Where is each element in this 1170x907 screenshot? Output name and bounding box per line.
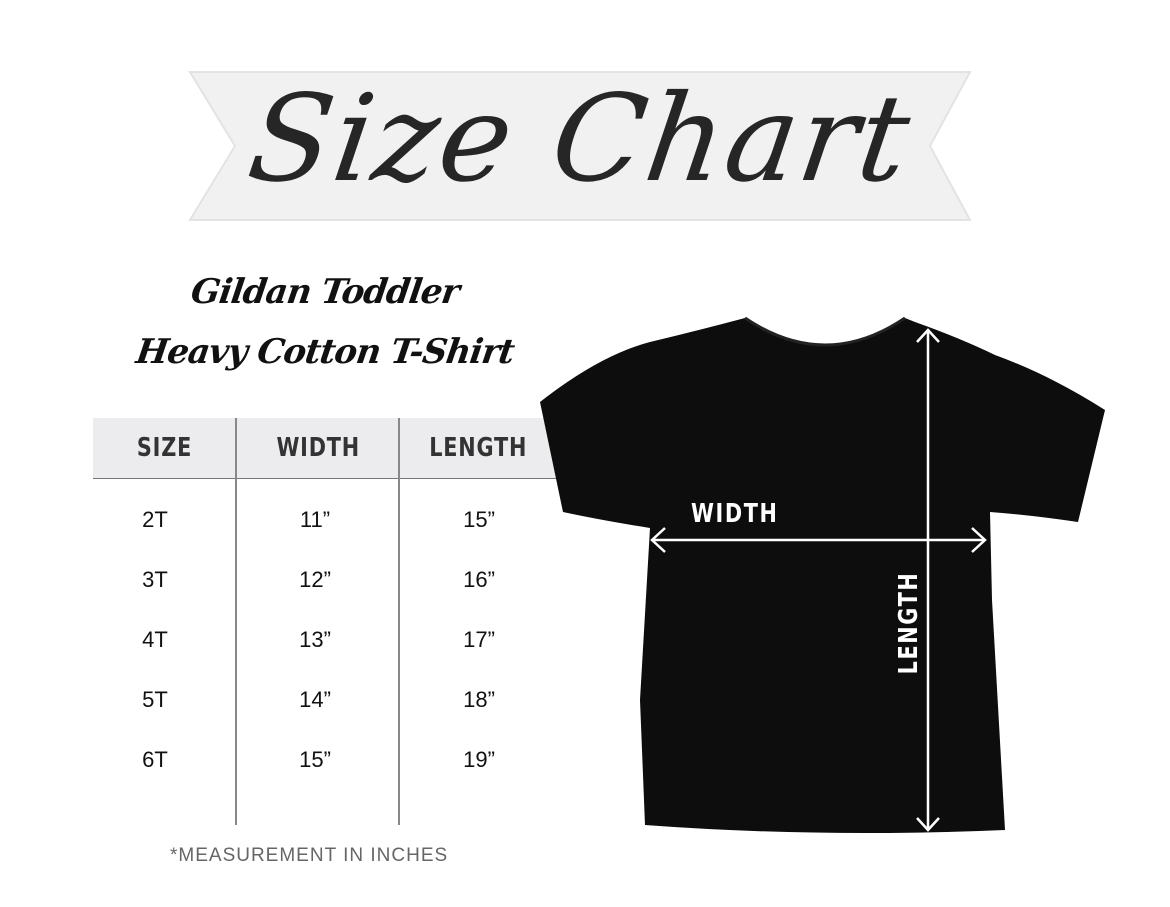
- length-arrow: [916, 328, 940, 832]
- product-name-line1: Gildan Toddler: [188, 272, 462, 312]
- page-title: Size Chart: [240, 70, 920, 209]
- tshirt-diagram: [540, 316, 1105, 834]
- length-label: LENGTH: [894, 571, 925, 675]
- product-name-line2: Heavy Cotton T-Shirt: [133, 332, 517, 372]
- size-cell: 2T: [142, 507, 168, 532]
- column-header-size: SIZE: [93, 418, 236, 479]
- tshirt-shape: [540, 318, 1105, 834]
- width-cell: 13”: [299, 627, 331, 652]
- column-header-width: WIDTH: [237, 418, 399, 479]
- size-table: SIZE WIDTH LENGTH 2T 11” 15” 3T 12” 16” 4T 13” 1…: [93, 418, 557, 828]
- column-divider: [398, 418, 400, 825]
- size-cell: 3T: [142, 567, 168, 592]
- length-cell: 19”: [463, 747, 495, 772]
- width-cell: 15”: [299, 747, 331, 772]
- width-cell: 12”: [299, 567, 331, 592]
- footnote: *MEASUREMENT IN INCHES: [170, 845, 449, 866]
- length-cell: 16”: [463, 567, 495, 592]
- size-cell: 6T: [142, 747, 168, 772]
- length-cell: 18”: [463, 687, 495, 712]
- width-cell: 11”: [299, 507, 331, 532]
- length-cell: 15”: [463, 507, 495, 532]
- title-ribbon: [188, 71, 972, 221]
- width-arrow: [650, 527, 987, 553]
- size-cell: 4T: [142, 627, 168, 652]
- column-header-length: LENGTH: [400, 418, 557, 479]
- length-cell: 17”: [463, 627, 495, 652]
- size-cell: 5T: [142, 687, 168, 712]
- width-label: WIDTH: [690, 499, 779, 529]
- width-cell: 14”: [299, 687, 331, 712]
- column-divider: [235, 418, 237, 825]
